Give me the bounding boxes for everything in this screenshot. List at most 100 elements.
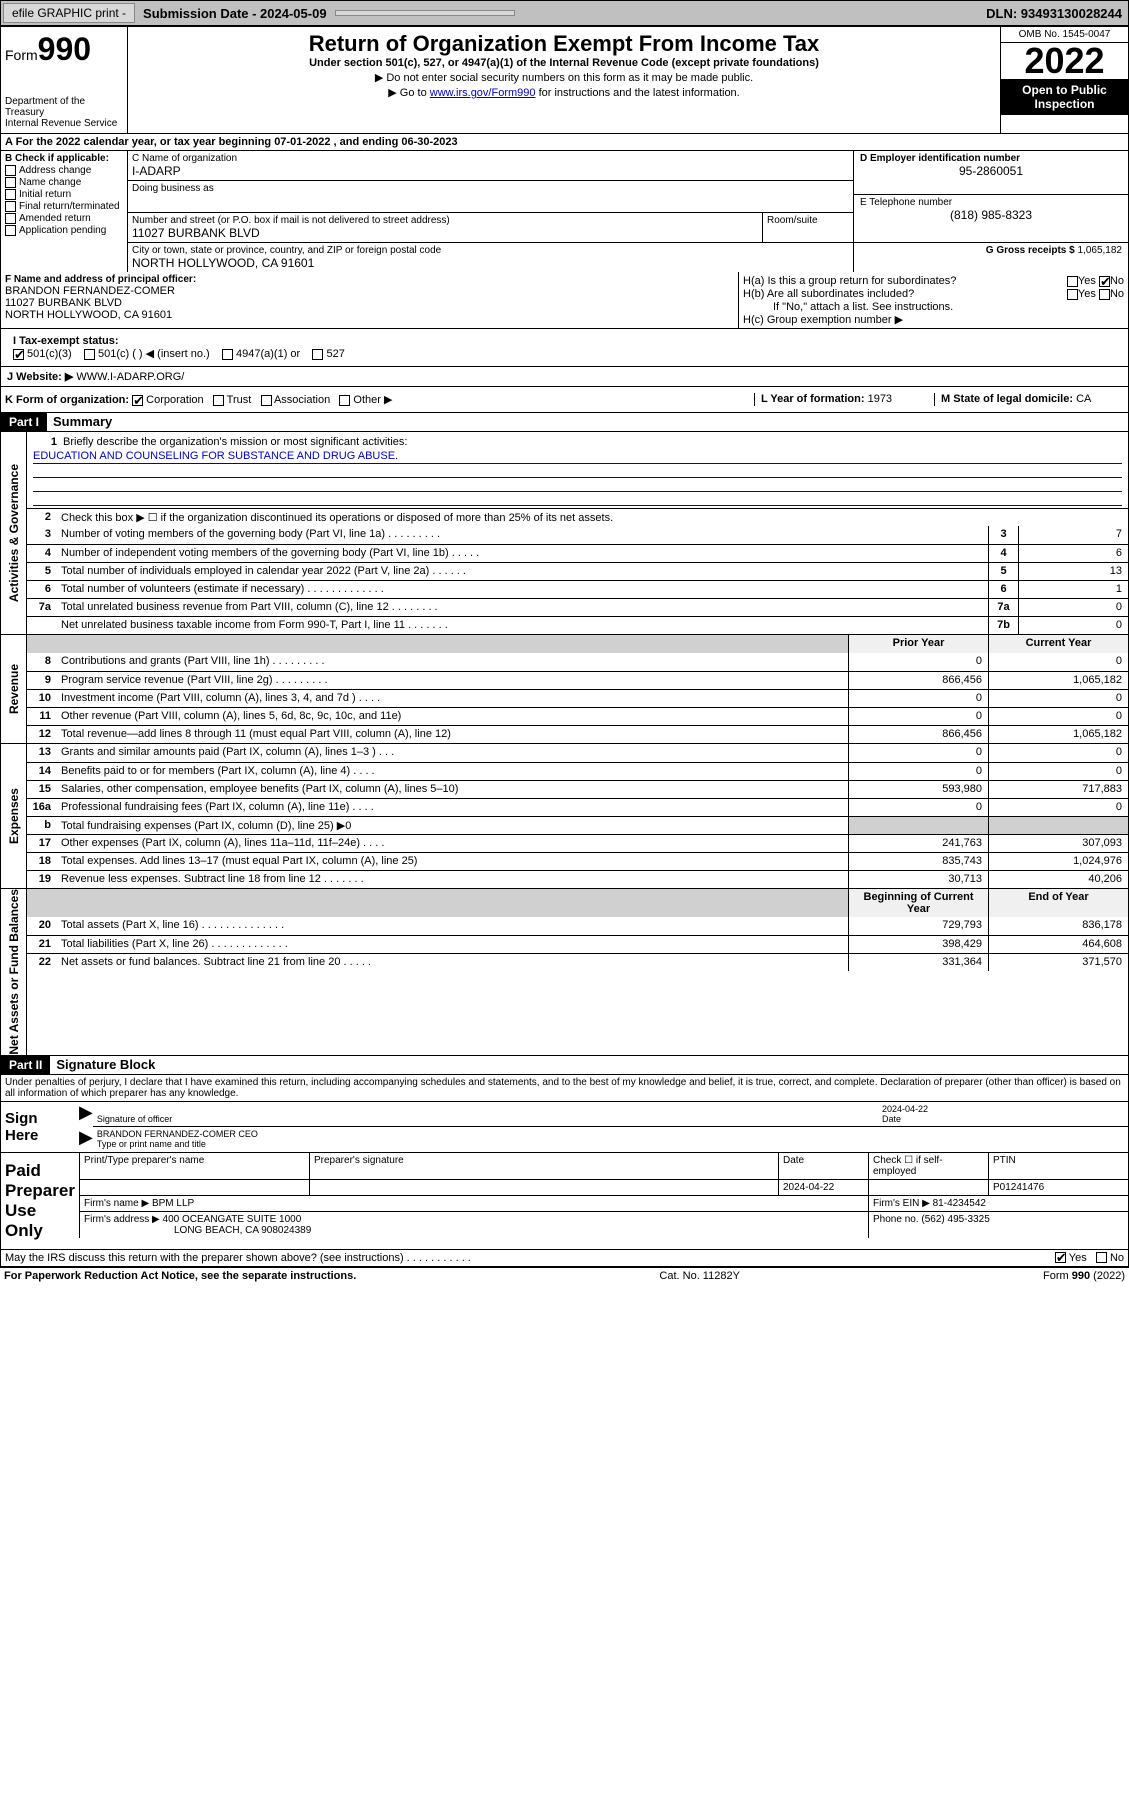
paid-hdr: Date	[778, 1153, 868, 1180]
discuss-question: May the IRS discuss this return with the…	[5, 1252, 1055, 1264]
open-public-badge: Open to Public Inspection	[1001, 79, 1128, 115]
i-checkbox[interactable]	[222, 349, 233, 360]
sum-line-text: Net unrelated business taxable income fr…	[57, 617, 988, 634]
b-checkbox[interactable]	[5, 213, 16, 224]
sum-line-text: Investment income (Part VIII, column (A)…	[57, 690, 848, 707]
row-a-tax-year: A For the 2022 calendar year, or tax yea…	[0, 134, 1129, 151]
current-val: 0	[988, 799, 1128, 816]
part1-header: Part ISummary	[0, 413, 1129, 432]
arrow-icon: ▶	[79, 1102, 93, 1127]
footer-left: For Paperwork Reduction Act Notice, see …	[4, 1270, 356, 1282]
prior-val: 0	[848, 799, 988, 816]
part2-header: Part IISignature Block	[0, 1056, 1129, 1075]
f-label: F Name and address of principal officer:	[5, 274, 196, 285]
paid-preparer-label: Paid Preparer Use Only	[1, 1153, 79, 1249]
sum-line-val: 7	[1018, 526, 1128, 544]
summary-governance: Activities & Governance 1Briefly describ…	[0, 432, 1129, 635]
officer-addr1: 11027 BURBANK BLVD	[5, 297, 734, 309]
goto-note: ▶ Go to www.irs.gov/Form990 for instruct…	[132, 86, 996, 99]
prior-val: 0	[848, 763, 988, 780]
b-checkbox[interactable]	[5, 225, 16, 236]
b-item-label: Amended return	[19, 213, 91, 224]
k-checkbox[interactable]	[213, 395, 224, 406]
year-formation: 1973	[868, 393, 892, 405]
current-val: 836,178	[988, 917, 1128, 935]
section-klm: K Form of organization: Corporation Trus…	[0, 387, 1129, 413]
hb-no-checkbox[interactable]	[1099, 289, 1110, 300]
g-label: G Gross receipts $	[986, 245, 1075, 256]
prior-val: 0	[848, 744, 988, 762]
firm-name: BPM LLP	[152, 1198, 194, 1209]
form-title: Return of Organization Exempt From Incom…	[132, 31, 996, 57]
b-checkbox[interactable]	[5, 177, 16, 188]
ha-label: H(a) Is this a group return for subordin…	[743, 275, 956, 287]
k-checkbox[interactable]	[132, 395, 143, 406]
section-ij: I Tax-exempt status: 501(c)(3) 501(c) ( …	[0, 329, 1129, 387]
addr-label: Number and street (or P.O. box if mail i…	[132, 215, 758, 226]
prior-val: 30,713	[848, 871, 988, 888]
m-label: M State of legal domicile:	[941, 393, 1073, 405]
sum-line-text: Number of independent voting members of …	[57, 545, 988, 562]
sum-line-val: 1	[1018, 581, 1128, 598]
prior-val	[848, 817, 988, 834]
prior-val: 241,763	[848, 835, 988, 852]
firm-phone: (562) 495-3325	[921, 1214, 989, 1225]
discuss-yes-checkbox[interactable]	[1055, 1252, 1066, 1263]
firm-addr-label: Firm's address ▶	[84, 1214, 160, 1225]
current-val: 0	[988, 763, 1128, 780]
b-label: B Check if applicable:	[5, 153, 123, 164]
sum-line-text: Total revenue—add lines 8 through 11 (mu…	[57, 726, 848, 743]
k-checkbox[interactable]	[261, 395, 272, 406]
ein-value: 95-2860051	[860, 164, 1122, 178]
k-checkbox[interactable]	[339, 395, 350, 406]
b-item-label: Final return/terminated	[19, 201, 120, 212]
paid-hdr: Check ☐ if self-employed	[868, 1153, 988, 1180]
footer-mid: Cat. No. 11282Y	[659, 1270, 740, 1282]
prior-val: 398,429	[848, 936, 988, 953]
i-label: I Tax-exempt status:	[13, 335, 119, 347]
prior-val: 729,793	[848, 917, 988, 935]
paid-val	[79, 1180, 309, 1196]
b-checkbox[interactable]	[5, 201, 16, 212]
current-val: 464,608	[988, 936, 1128, 953]
officer-name: BRANDON FERNANDEZ-COMER	[5, 285, 734, 297]
city-state-zip: NORTH HOLLYWOOD, CA 91601	[132, 256, 849, 270]
sum-line-text: Total number of individuals employed in …	[57, 563, 988, 580]
current-val: 40,206	[988, 871, 1128, 888]
paid-val: 2024-04-22	[778, 1180, 868, 1196]
ha-yes-checkbox[interactable]	[1067, 276, 1078, 287]
sum-line-text: Contributions and grants (Part VIII, lin…	[57, 653, 848, 671]
discuss-no-checkbox[interactable]	[1096, 1252, 1107, 1263]
i-checkbox[interactable]	[84, 349, 95, 360]
current-val: 1,065,182	[988, 726, 1128, 743]
sum-line-text: Grants and similar amounts paid (Part IX…	[57, 744, 848, 762]
sum-line-text: Net assets or fund balances. Subtract li…	[57, 954, 848, 971]
dept-label: Department of the Treasury	[5, 96, 123, 118]
ha-no-checkbox[interactable]	[1099, 276, 1110, 287]
sig-officer-label: Signature of officer	[93, 1102, 878, 1127]
i-checkbox[interactable]	[312, 349, 323, 360]
page-footer: For Paperwork Reduction Act Notice, see …	[0, 1267, 1129, 1284]
hb-yes-checkbox[interactable]	[1067, 289, 1078, 300]
b-item-label: Application pending	[19, 225, 106, 236]
i-checkbox[interactable]	[13, 349, 24, 360]
prior-val: 866,456	[848, 672, 988, 689]
dropdown-button[interactable]	[335, 10, 515, 16]
efile-button[interactable]: efile GRAPHIC print -	[3, 3, 135, 23]
prior-val: 331,364	[848, 954, 988, 971]
b-checkbox[interactable]	[5, 165, 16, 176]
sum-line-text: Program service revenue (Part VIII, line…	[57, 672, 848, 689]
b-checkbox[interactable]	[5, 189, 16, 200]
form-number: Form990	[5, 31, 123, 68]
sum-line-text: Total liabilities (Part X, line 26) . . …	[57, 936, 848, 953]
current-val: 0	[988, 744, 1128, 762]
e-label: E Telephone number	[860, 197, 952, 208]
irs-link[interactable]: www.irs.gov/Form990	[430, 87, 536, 99]
firm-ein-label: Firm's EIN ▶	[873, 1198, 930, 1209]
tax-year: 2022	[1001, 43, 1128, 79]
sum-line-text: Number of voting members of the governin…	[57, 526, 988, 544]
summary-netassets: Net Assets or Fund Balances Beginning of…	[0, 889, 1129, 1056]
dln-label: DLN: 93493130028244	[980, 4, 1128, 23]
current-year-hd: Current Year	[988, 635, 1128, 653]
current-val: 0	[988, 653, 1128, 671]
